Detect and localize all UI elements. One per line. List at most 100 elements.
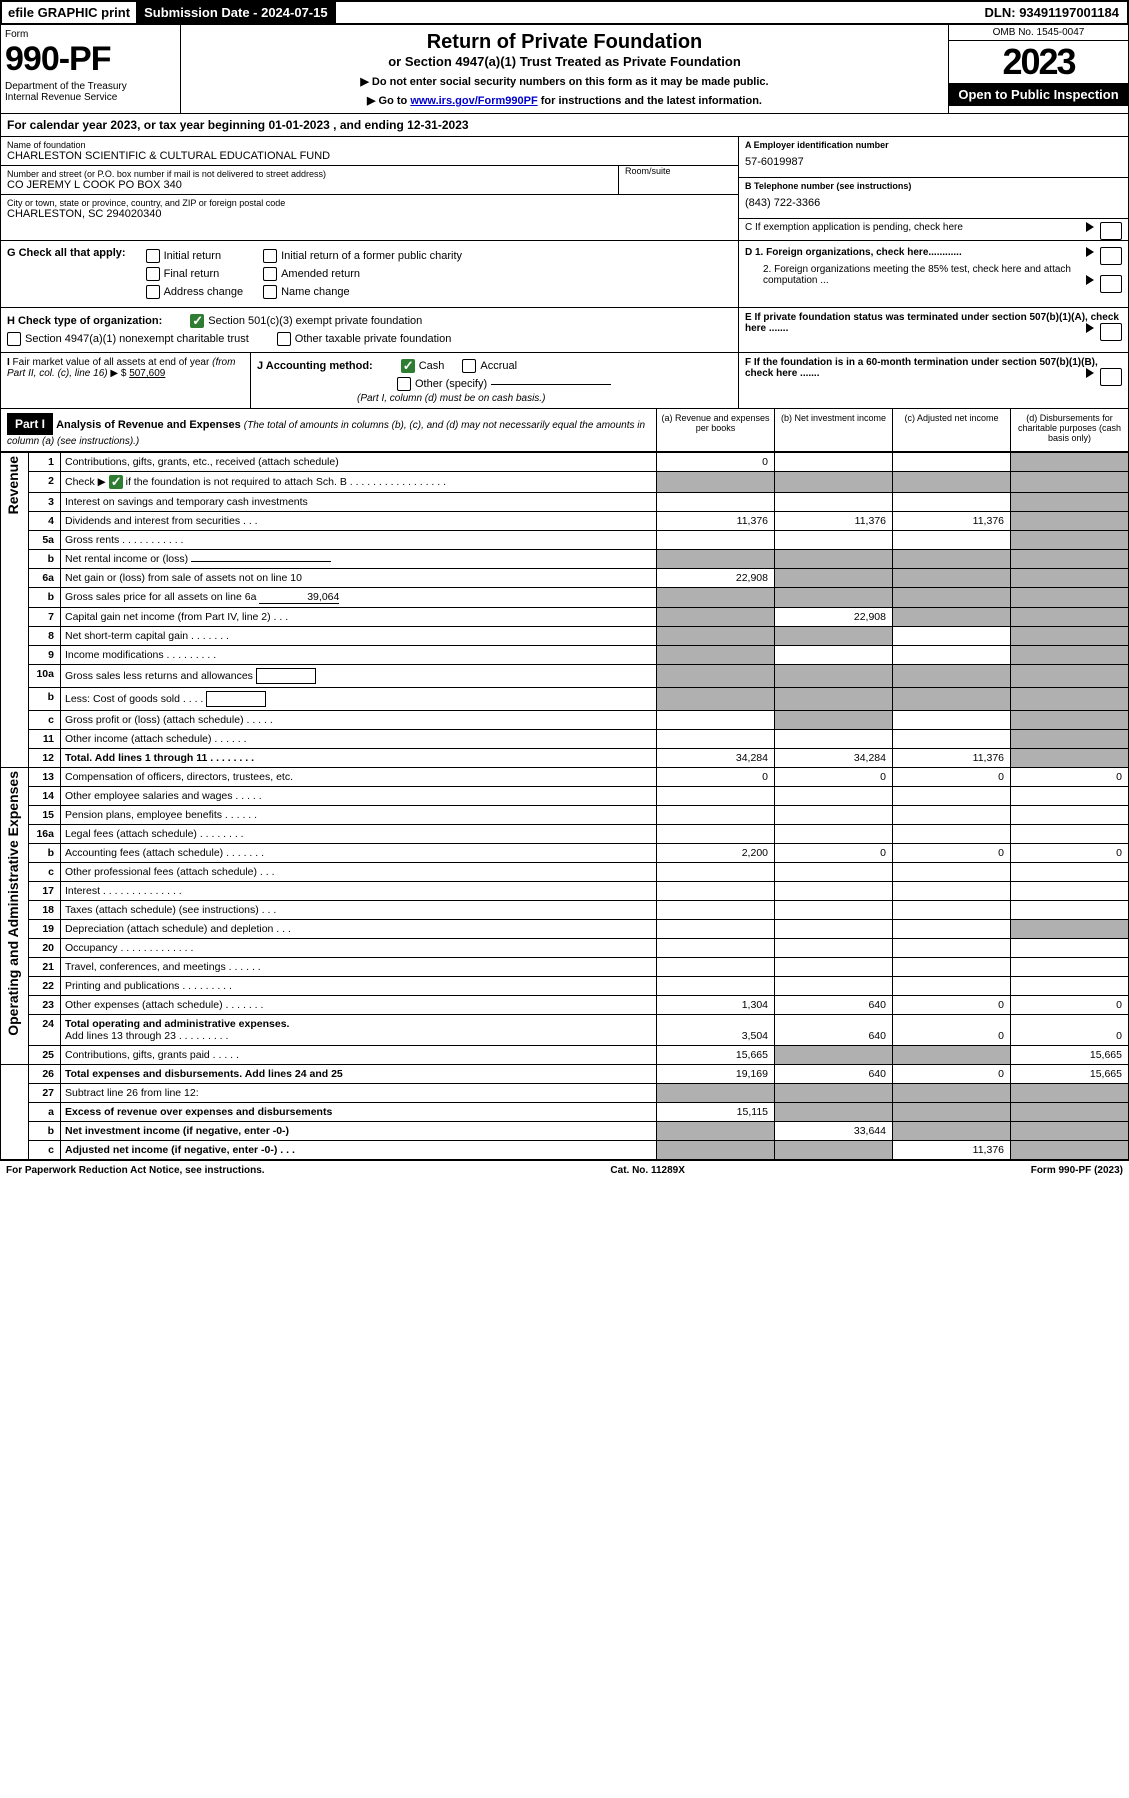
expenses-label: Operating and Administrative Expenses	[5, 771, 21, 1036]
calendar-year: For calendar year 2023, or tax year begi…	[0, 114, 1129, 137]
part-title: Analysis of Revenue and Expenses	[56, 419, 241, 431]
table-row: 27Subtract line 26 from line 12:	[1, 1084, 1129, 1103]
other-method-checkbox[interactable]	[397, 377, 411, 391]
table-row: 3Interest on savings and temporary cash …	[1, 493, 1129, 512]
table-row: 4Dividends and interest from securities …	[1, 512, 1129, 531]
table-row: 21Travel, conferences, and meetings . . …	[1, 958, 1129, 977]
footer-mid: Cat. No. 11289X	[610, 1165, 684, 1176]
j-note: (Part I, column (d) must be on cash basi…	[257, 393, 732, 404]
arrow-icon	[1086, 368, 1094, 378]
addr-label: Number and street (or P.O. box number if…	[7, 169, 618, 179]
cash-checkbox[interactable]	[401, 359, 415, 373]
arrow-icon	[1086, 275, 1094, 285]
table-row: 5aGross rents . . . . . . . . . . .	[1, 531, 1129, 550]
d1-checkbox[interactable]	[1100, 247, 1122, 265]
d2-checkbox[interactable]	[1100, 275, 1122, 293]
table-row: 12Total. Add lines 1 through 11 . . . . …	[1, 749, 1129, 768]
e-label: E If private foundation status was termi…	[745, 312, 1119, 334]
arrow-icon	[1086, 222, 1094, 232]
table-row: 26Total expenses and disbursements. Add …	[1, 1065, 1129, 1084]
address-change-checkbox[interactable]	[146, 285, 160, 299]
col-a: (a) Revenue and expenses per books	[656, 409, 774, 451]
form-label: Form	[5, 29, 176, 40]
section-ij: I Fair market value of all assets at end…	[0, 353, 1129, 409]
top-bar: efile GRAPHIC print Submission Date - 20…	[0, 0, 1129, 25]
g-label: G Check all that apply:	[7, 247, 126, 259]
phone-label: B Telephone number (see instructions)	[745, 181, 1122, 191]
omb-number: OMB No. 1545-0047	[949, 25, 1128, 41]
accrual-checkbox[interactable]	[462, 359, 476, 373]
city-label: City or town, state or province, country…	[7, 198, 732, 208]
f-label: F If the foundation is in a 60-month ter…	[745, 357, 1098, 379]
form-title: Return of Private Foundation	[187, 31, 942, 54]
table-row: aExcess of revenue over expenses and dis…	[1, 1103, 1129, 1122]
table-row: 9Income modifications . . . . . . . . .	[1, 646, 1129, 665]
table-row: 22Printing and publications . . . . . . …	[1, 977, 1129, 996]
submission-date: Submission Date - 2024-07-15	[136, 2, 336, 23]
table-row: 10aGross sales less returns and allowanc…	[1, 665, 1129, 688]
part-label: Part I	[7, 413, 53, 435]
footer-right: Form 990-PF (2023)	[1031, 1165, 1123, 1176]
d1-label: D 1. Foreign organizations, check here..…	[745, 247, 962, 258]
table-row: cAdjusted net income (if negative, enter…	[1, 1141, 1129, 1160]
table-row: cGross profit or (loss) (attach schedule…	[1, 711, 1129, 730]
name-label: Name of foundation	[7, 140, 732, 150]
phone: (843) 722-3366	[745, 191, 1122, 215]
other-taxable-checkbox[interactable]	[277, 332, 291, 346]
open-inspection: Open to Public Inspection	[949, 83, 1128, 106]
form-note-1: ▶ Do not enter social security numbers o…	[187, 75, 942, 88]
room-label: Room/suite	[625, 166, 738, 176]
efile-label[interactable]: efile GRAPHIC print	[2, 3, 136, 22]
table-row: 15Pension plans, employee benefits . . .…	[1, 806, 1129, 825]
arrow-icon	[1086, 323, 1094, 333]
foundation-name: CHARLESTON SCIENTIFIC & CULTURAL EDUCATI…	[7, 150, 732, 162]
j-label: J Accounting method:	[257, 360, 373, 372]
c-checkbox[interactable]	[1100, 222, 1122, 240]
table-row: 18Taxes (attach schedule) (see instructi…	[1, 901, 1129, 920]
col-c: (c) Adjusted net income	[892, 409, 1010, 451]
name-change-checkbox[interactable]	[263, 285, 277, 299]
form-subtitle: or Section 4947(a)(1) Trust Treated as P…	[187, 54, 942, 69]
table-row: 16aLegal fees (attach schedule) . . . . …	[1, 825, 1129, 844]
former-charity-checkbox[interactable]	[263, 249, 277, 263]
col-b: (b) Net investment income	[774, 409, 892, 451]
footer-left: For Paperwork Reduction Act Notice, see …	[6, 1165, 265, 1176]
form-note-2: ▶ Go to www.irs.gov/Form990PF for instru…	[187, 94, 942, 107]
table-row: bNet investment income (if negative, ent…	[1, 1122, 1129, 1141]
ein-label: A Employer identification number	[745, 140, 1122, 150]
d2-label: 2. Foreign organizations meeting the 85%…	[763, 264, 1071, 286]
section-g: G Check all that apply: Initial return F…	[0, 241, 1129, 308]
ein: 57-6019987	[745, 150, 1122, 174]
info-section: Name of foundation CHARLESTON SCIENTIFIC…	[0, 137, 1129, 241]
f-checkbox[interactable]	[1100, 368, 1122, 386]
footer: For Paperwork Reduction Act Notice, see …	[0, 1160, 1129, 1180]
form-link[interactable]: www.irs.gov/Form990PF	[410, 95, 537, 107]
table-row: 2Check ▶ if the foundation is not requir…	[1, 472, 1129, 493]
dln: DLN: 93491197001184	[977, 3, 1127, 22]
4947-checkbox[interactable]	[7, 332, 21, 346]
c-label: C If exemption application is pending, c…	[745, 222, 963, 233]
table-row: bNet rental income or (loss)	[1, 550, 1129, 569]
table-row: Revenue 1Contributions, gifts, grants, e…	[1, 453, 1129, 472]
table-row: 8Net short-term capital gain . . . . . .…	[1, 627, 1129, 646]
schb-checkbox[interactable]	[109, 475, 123, 489]
form-header: Form 990-PF Department of the TreasuryIn…	[0, 25, 1129, 114]
initial-return-checkbox[interactable]	[146, 249, 160, 263]
table-row: bGross sales price for all assets on lin…	[1, 588, 1129, 608]
final-return-checkbox[interactable]	[146, 267, 160, 281]
col-d: (d) Disbursements for charitable purpose…	[1010, 409, 1128, 451]
city: CHARLESTON, SC 294020340	[7, 208, 732, 220]
amended-return-checkbox[interactable]	[263, 267, 277, 281]
table-row: bLess: Cost of goods sold . . . .	[1, 688, 1129, 711]
part1-header: Part I Analysis of Revenue and Expenses …	[0, 409, 1129, 452]
501c3-checkbox[interactable]	[190, 314, 204, 328]
table-row: 17Interest . . . . . . . . . . . . . .	[1, 882, 1129, 901]
form-number: 990-PF	[5, 40, 176, 79]
main-table: Revenue 1Contributions, gifts, grants, e…	[0, 452, 1129, 1160]
table-row: 24Total operating and administrative exp…	[1, 1015, 1129, 1046]
i-label: I	[7, 357, 10, 368]
table-row: 6aNet gain or (loss) from sale of assets…	[1, 569, 1129, 588]
section-h: H Check type of organization: Section 50…	[0, 308, 1129, 353]
e-checkbox[interactable]	[1100, 323, 1122, 341]
arrow-icon	[1086, 247, 1094, 257]
